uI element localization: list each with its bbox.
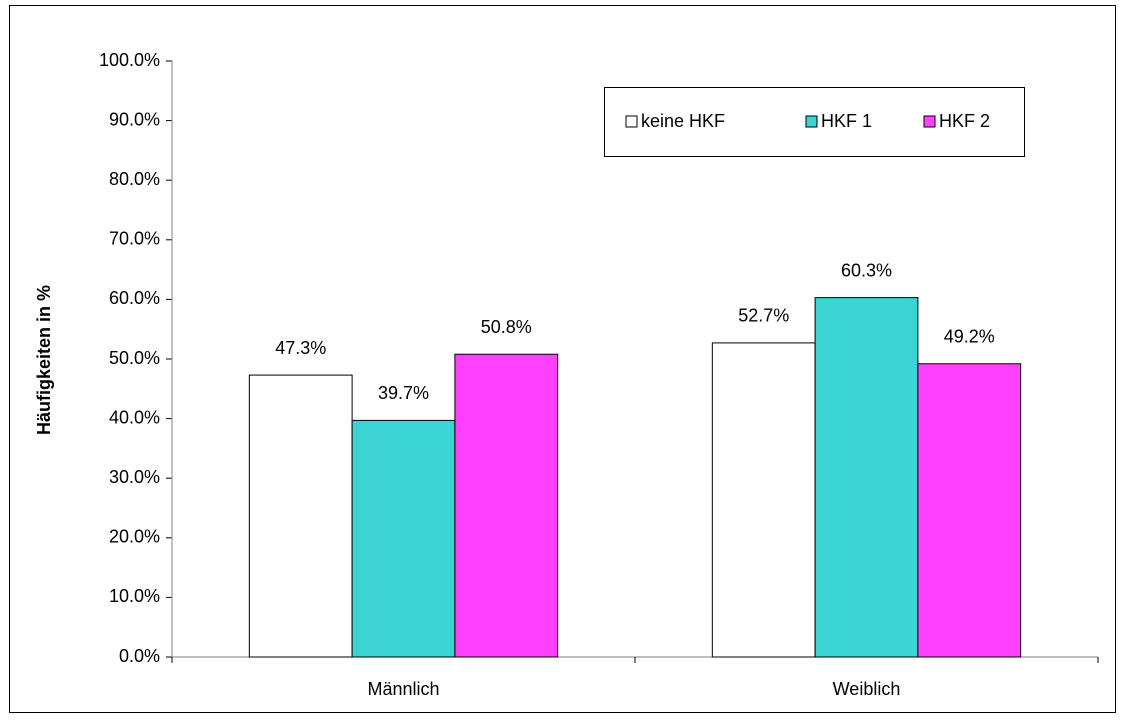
y-tick-label: 100.0% (99, 50, 160, 70)
legend-label: HKF 2 (939, 111, 990, 131)
bar (711, 342, 816, 658)
y-tick-label: 80.0% (109, 169, 160, 189)
y-axis-label: Häufigkeiten in % (34, 285, 54, 435)
data-label: 50.8% (481, 317, 532, 337)
data-label: 47.3% (275, 338, 326, 358)
y-tick-label: 70.0% (109, 229, 160, 249)
legend-label: keine HKF (641, 111, 725, 131)
x-tick-label: Männlich (367, 679, 439, 699)
y-tick-label: 30.0% (109, 467, 160, 487)
x-tick-label: Weiblich (833, 679, 901, 699)
bar (248, 374, 353, 658)
legend-swatch (923, 115, 936, 128)
y-tick-label: 0.0% (119, 646, 160, 666)
data-label: 60.3% (841, 260, 892, 280)
bar (917, 363, 1022, 658)
y-tick-label: 10.0% (109, 586, 160, 606)
data-label: 39.7% (378, 383, 429, 403)
y-tick-label: 20.0% (109, 527, 160, 547)
y-tick-label: 90.0% (109, 109, 160, 129)
data-label: 52.7% (738, 306, 789, 326)
legend-label: HKF 1 (821, 111, 872, 131)
data-label: 49.2% (944, 327, 995, 347)
y-tick-label: 40.0% (109, 407, 160, 427)
bar (454, 353, 559, 658)
legend-swatch (805, 115, 818, 128)
legend-swatch (625, 115, 638, 128)
bar (351, 419, 456, 658)
y-tick-label: 60.0% (109, 288, 160, 308)
y-tick-label: 50.0% (109, 348, 160, 368)
bar (814, 297, 919, 658)
